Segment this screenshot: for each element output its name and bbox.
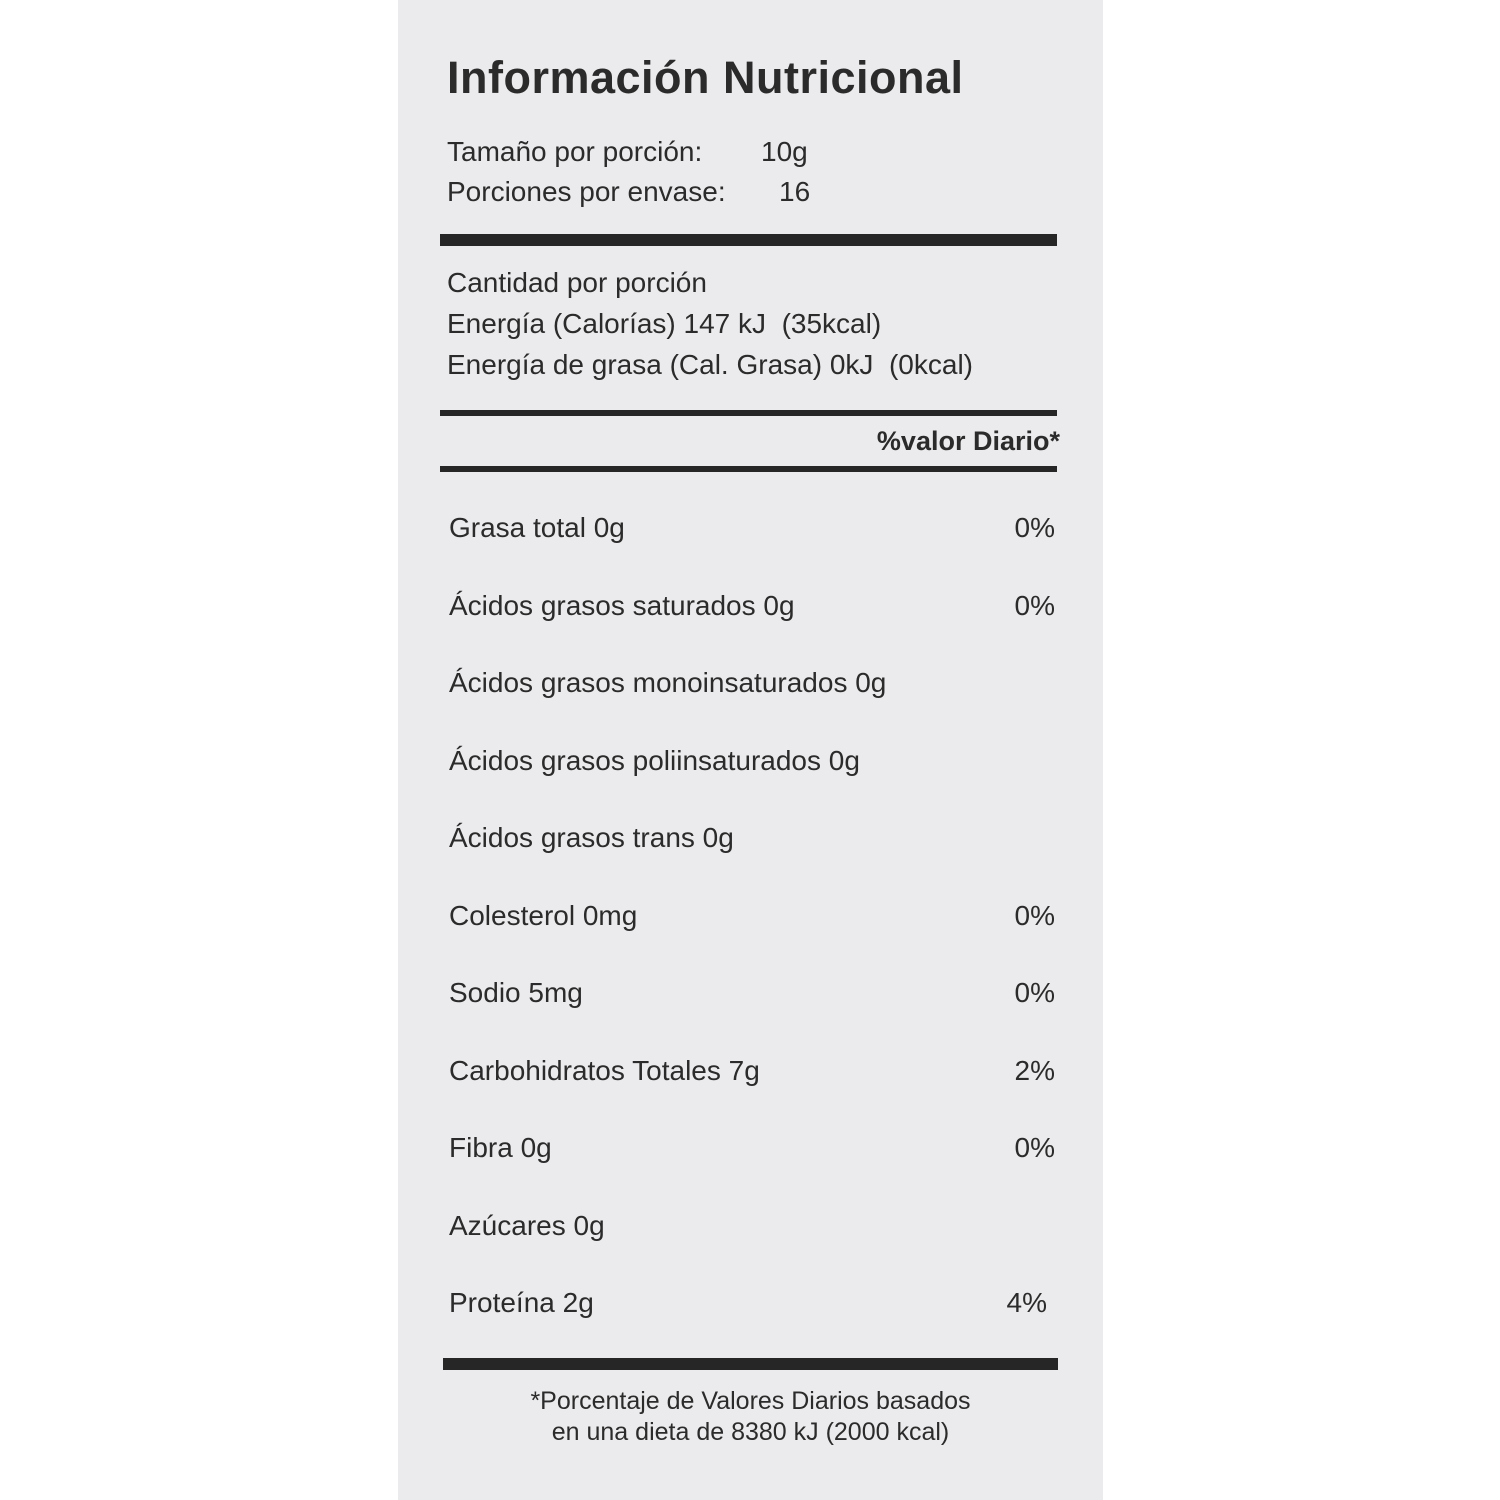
nutrient-label: Grasa total 0g bbox=[449, 512, 625, 543]
nutrient-label: Fibra 0g bbox=[449, 1132, 552, 1163]
energy-line: Energía (Calorías) 147 kJ (35kcal) bbox=[447, 308, 882, 339]
thick-divider bbox=[443, 1358, 1058, 1370]
nutrient-daily-value: 0% bbox=[1014, 589, 1055, 621]
nutrient-label: Carbohidratos Totales 7g bbox=[449, 1054, 760, 1086]
divider bbox=[440, 410, 1057, 416]
nutrient-label: Ácidos grasos trans 0g bbox=[449, 822, 734, 853]
nutrient-label: Azúcares 0g bbox=[449, 1209, 605, 1241]
serving-size-label: Tamaño por porción: bbox=[447, 136, 703, 167]
nutrient-daily-value: 0% bbox=[1014, 1132, 1055, 1163]
nutrient-label: Proteína 2g bbox=[449, 1287, 594, 1318]
label-title: Información Nutricional bbox=[447, 52, 964, 103]
nutrient-label: Ácidos grasos poliinsaturados 0g bbox=[449, 744, 860, 776]
nutrient-label: Colesterol 0mg bbox=[449, 899, 638, 931]
nutrient-daily-value: 2% bbox=[1014, 1054, 1055, 1086]
divider bbox=[440, 466, 1057, 472]
nutrient-label: Ácidos grasos saturados 0g bbox=[449, 589, 795, 621]
nutrition-label-panel bbox=[398, 0, 1103, 1500]
nutrient-daily-value: 0% bbox=[1014, 512, 1055, 543]
amount-heading: Cantidad por porción bbox=[447, 267, 707, 298]
servings-per-container-value: 16 bbox=[779, 176, 811, 207]
fat-energy-line: Energía de grasa (Cal. Grasa) 0kJ (0kcal… bbox=[447, 349, 973, 380]
nutrient-daily-value: 0% bbox=[1014, 899, 1055, 931]
nutrient-daily-value: 4% bbox=[1006, 1287, 1047, 1318]
servings-per-container-label: Porciones por envase: bbox=[447, 176, 726, 207]
daily-value-header: %valor Diario* bbox=[876, 426, 1060, 456]
nutrient-label: Sodio 5mg bbox=[449, 977, 583, 1008]
nutrient-daily-value: 0% bbox=[1014, 977, 1055, 1008]
thick-divider bbox=[440, 234, 1057, 246]
footnote-line-1: *Porcentaje de Valores Diarios basados bbox=[530, 1387, 971, 1415]
nutrient-label: Ácidos grasos monoinsaturados 0g bbox=[449, 667, 887, 698]
serving-size-value: 10g bbox=[761, 136, 808, 167]
footnote-line-2: en una dieta de 8380 kJ (2000 kcal) bbox=[551, 1418, 950, 1446]
